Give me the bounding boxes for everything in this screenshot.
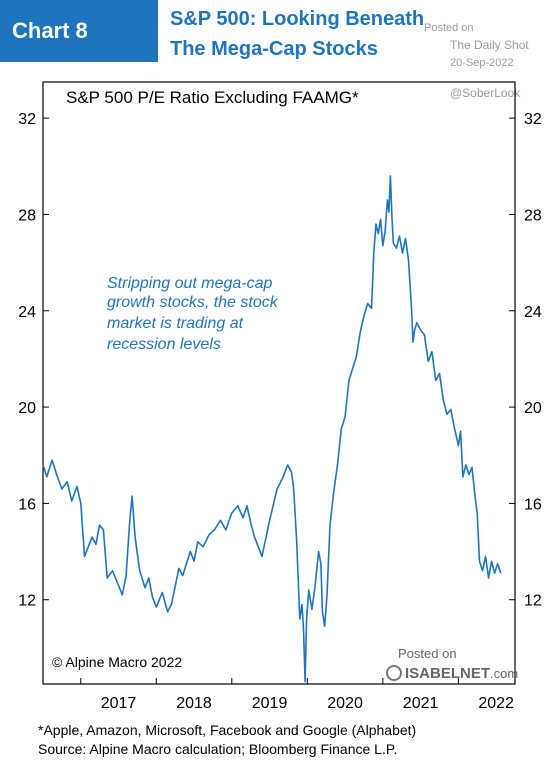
y-axis-right: 12 16 20 24 28 32 — [509, 111, 542, 610]
footnote-line1: *Apple, Amazon, Microsoft, Facebook and … — [38, 722, 417, 738]
isabelnet-logo-icon — [386, 665, 402, 681]
header-title-line2: The Mega-Cap Stocks — [170, 38, 378, 60]
y-tick-label-left: 32 — [18, 111, 36, 128]
annotation: Stripping out mega-cap growth stocks, th… — [107, 275, 282, 353]
posted-on-label: Posted on — [424, 22, 474, 34]
annotation-line3: market is trading at — [107, 315, 244, 332]
annotation-line2: growth stocks, the stock — [107, 294, 279, 311]
watermark-brand-suffix: .com — [490, 666, 518, 681]
y-tick-label-left: 28 — [18, 207, 36, 224]
copyright-label: © Alpine Macro 2022 — [52, 654, 182, 670]
footnote: *Apple, Amazon, Microsoft, Facebook and … — [38, 721, 416, 759]
plot-frame — [42, 81, 516, 685]
y-tick-label-right: 20 — [524, 400, 542, 417]
y-tick-label-right: 24 — [524, 304, 542, 321]
y-tick-label-left: 16 — [18, 496, 36, 513]
daily-shot-label: The Daily Shot — [450, 38, 529, 52]
x-tick-label: 2021 — [403, 695, 439, 712]
isabelnet-watermark: Posted on ISABELNET.com — [386, 646, 518, 682]
y-tick-label-right: 32 — [524, 111, 542, 128]
x-tick-label: 2022 — [478, 695, 514, 712]
x-tick-label: 2020 — [327, 695, 363, 712]
y-tick-label-left: 24 — [18, 304, 36, 321]
y-tick-label-left: 20 — [18, 400, 36, 417]
x-tick-label: 2017 — [101, 695, 137, 712]
x-tick-label: 2018 — [176, 695, 212, 712]
x-axis: 2017 2018 2019 2020 2021 2022 — [80, 678, 514, 712]
chart-number-badge: Chart 8 — [0, 0, 158, 62]
footnote-line2: Source: Alpine Macro calculation; Bloomb… — [38, 741, 398, 757]
y-tick-label-right: 28 — [524, 207, 542, 224]
annotation-line4: recession levels — [107, 336, 221, 353]
y-axis-left: 12 16 20 24 28 32 — [18, 111, 49, 610]
y-tick-label-left: 12 — [18, 593, 36, 610]
annotation-line1: Stripping out mega-cap — [107, 275, 273, 292]
watermark-posted-on: Posted on — [398, 646, 457, 661]
header-title-line1: S&P 500: Looking Beneath — [170, 8, 425, 30]
chart-title: S&P 500 P/E Ratio Excluding FAAMG* — [66, 88, 359, 107]
watermark-brand: ISABELNET.com — [405, 665, 518, 682]
series-line — [42, 175, 502, 683]
date-label: 20-Sep-2022 — [450, 57, 514, 69]
header-title: S&P 500: Looking Beneath The Mega-Cap St… — [170, 4, 424, 64]
y-tick-label-right: 12 — [524, 593, 542, 610]
y-tick-label-right: 16 — [524, 496, 542, 513]
x-tick-label: 2019 — [252, 695, 288, 712]
handle-label: @SoberLook — [450, 86, 521, 100]
watermark-brand-name: ISABELNET — [405, 665, 490, 682]
